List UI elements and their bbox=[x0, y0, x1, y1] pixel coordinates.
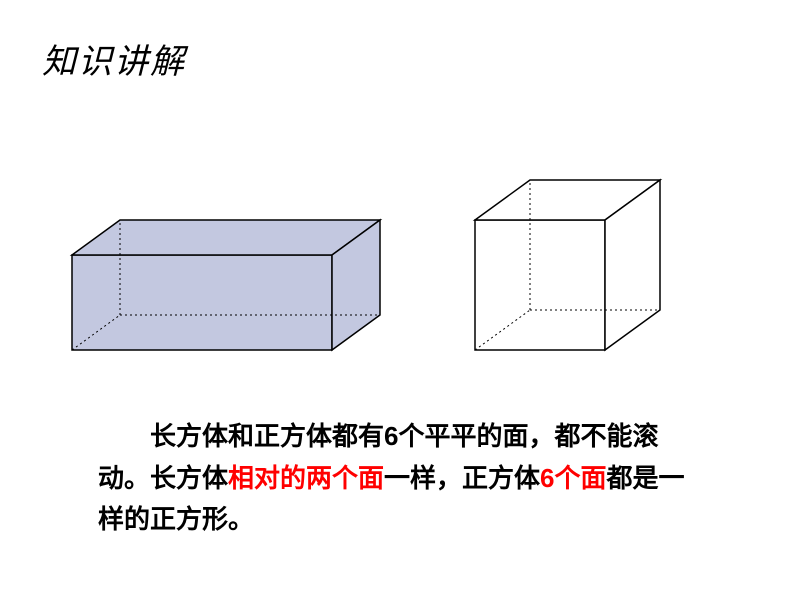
highlight-six-faces: 6个面 bbox=[540, 463, 606, 493]
text-part-1: 长方体和正方体都有 bbox=[150, 421, 384, 451]
text-part-3: 一样，正方体 bbox=[384, 463, 540, 493]
shapes-container bbox=[0, 170, 794, 370]
cuboid-shape bbox=[62, 210, 392, 375]
slide-heading: 知识讲解 bbox=[42, 34, 186, 83]
highlight-opposite-faces: 相对的两个面 bbox=[228, 463, 384, 493]
cube-shape bbox=[465, 170, 675, 370]
explanation-paragraph: 长方体和正方体都有6个平平的面，都不能滚动。长方体相对的两个面一样，正方体6个面… bbox=[98, 416, 698, 541]
text-number-6a: 6 bbox=[384, 421, 398, 451]
